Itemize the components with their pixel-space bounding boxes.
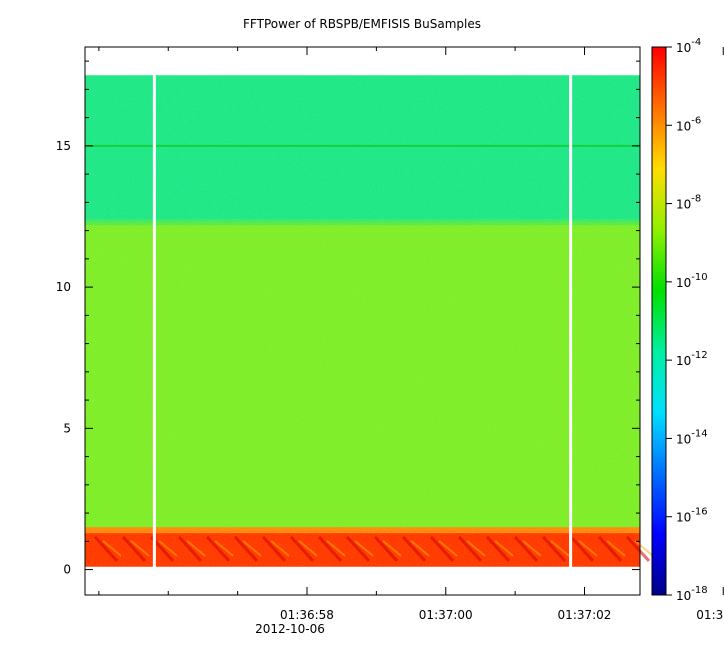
x-tick-label: 01:36:58 bbox=[280, 608, 334, 622]
colorbar-tick-label: 10-4 bbox=[676, 37, 701, 55]
streak bbox=[93, 535, 119, 562]
colorbar-tick-label: 10-6 bbox=[676, 115, 701, 133]
streak-light bbox=[130, 540, 150, 557]
streak-light bbox=[298, 540, 318, 557]
streak bbox=[429, 535, 455, 562]
colorbar-tick-label: 10-8 bbox=[676, 194, 701, 212]
streak bbox=[625, 535, 651, 562]
streak bbox=[177, 535, 203, 562]
streak-light bbox=[270, 540, 290, 557]
streak bbox=[121, 535, 147, 562]
colorbar-tick-label: 10-12 bbox=[676, 350, 708, 368]
streak bbox=[401, 535, 427, 562]
streak bbox=[345, 535, 371, 562]
streak-light bbox=[214, 540, 234, 557]
streak bbox=[569, 535, 595, 562]
streak-light bbox=[382, 540, 402, 557]
streak-light bbox=[438, 540, 458, 557]
streak-light bbox=[186, 540, 206, 557]
streak-light bbox=[242, 540, 262, 557]
streak bbox=[541, 535, 567, 562]
spectrogram-texture bbox=[85, 75, 640, 567]
streak bbox=[289, 535, 315, 562]
streak-light bbox=[466, 540, 486, 557]
chart-title: FFTPower of RBSPB/EMFISIS BuSamples bbox=[243, 17, 481, 31]
y-axis: 0 5 10 15 bbox=[56, 60, 640, 577]
streak bbox=[317, 535, 343, 562]
x-tick-label: 01:37:02 bbox=[558, 608, 612, 622]
streak bbox=[261, 535, 287, 562]
streak-light bbox=[102, 540, 122, 557]
streak bbox=[233, 535, 259, 562]
colorbar: 10-4 10-6 10-8 10-10 10-12 10-14 10-16 10-18 bbox=[651, 37, 708, 603]
x-tick-label: 01:37:00 bbox=[419, 608, 473, 622]
streak bbox=[513, 535, 539, 562]
plot-frame bbox=[84, 46, 641, 596]
streak-light bbox=[550, 540, 570, 557]
streak-light bbox=[634, 540, 654, 557]
colorbar-tick-label: 10-16 bbox=[676, 507, 708, 525]
x-tick-date: 2012-10-06 bbox=[255, 622, 325, 636]
x-tick-label: 01:37:04 bbox=[696, 608, 724, 622]
plot-area bbox=[84, 46, 654, 596]
streak-light bbox=[578, 540, 598, 557]
y-tick-label: 0 bbox=[63, 563, 71, 577]
streak-light bbox=[494, 540, 514, 557]
y-tick-label: 5 bbox=[63, 421, 71, 435]
data-gap-1 bbox=[569, 75, 573, 568]
colorbar-tick-label: 10-14 bbox=[676, 428, 708, 446]
streak bbox=[373, 535, 399, 562]
streak-light bbox=[410, 540, 430, 557]
colorbar-tick-label: 10-18 bbox=[676, 585, 708, 603]
streak bbox=[205, 535, 231, 562]
streak bbox=[457, 535, 483, 562]
data-gap-0 bbox=[152, 75, 156, 568]
colorbar-tick-label: 10-10 bbox=[676, 272, 708, 290]
streak-light bbox=[354, 540, 374, 557]
streak bbox=[597, 535, 623, 562]
low-frequency-streaks bbox=[93, 535, 654, 562]
y-tick-label: 10 bbox=[56, 280, 71, 294]
streak-light bbox=[326, 540, 346, 557]
y-tick-label: 15 bbox=[56, 139, 71, 153]
streak-light bbox=[606, 540, 626, 557]
streak-light bbox=[158, 540, 178, 557]
streak bbox=[485, 535, 511, 562]
streak-light bbox=[522, 540, 542, 557]
